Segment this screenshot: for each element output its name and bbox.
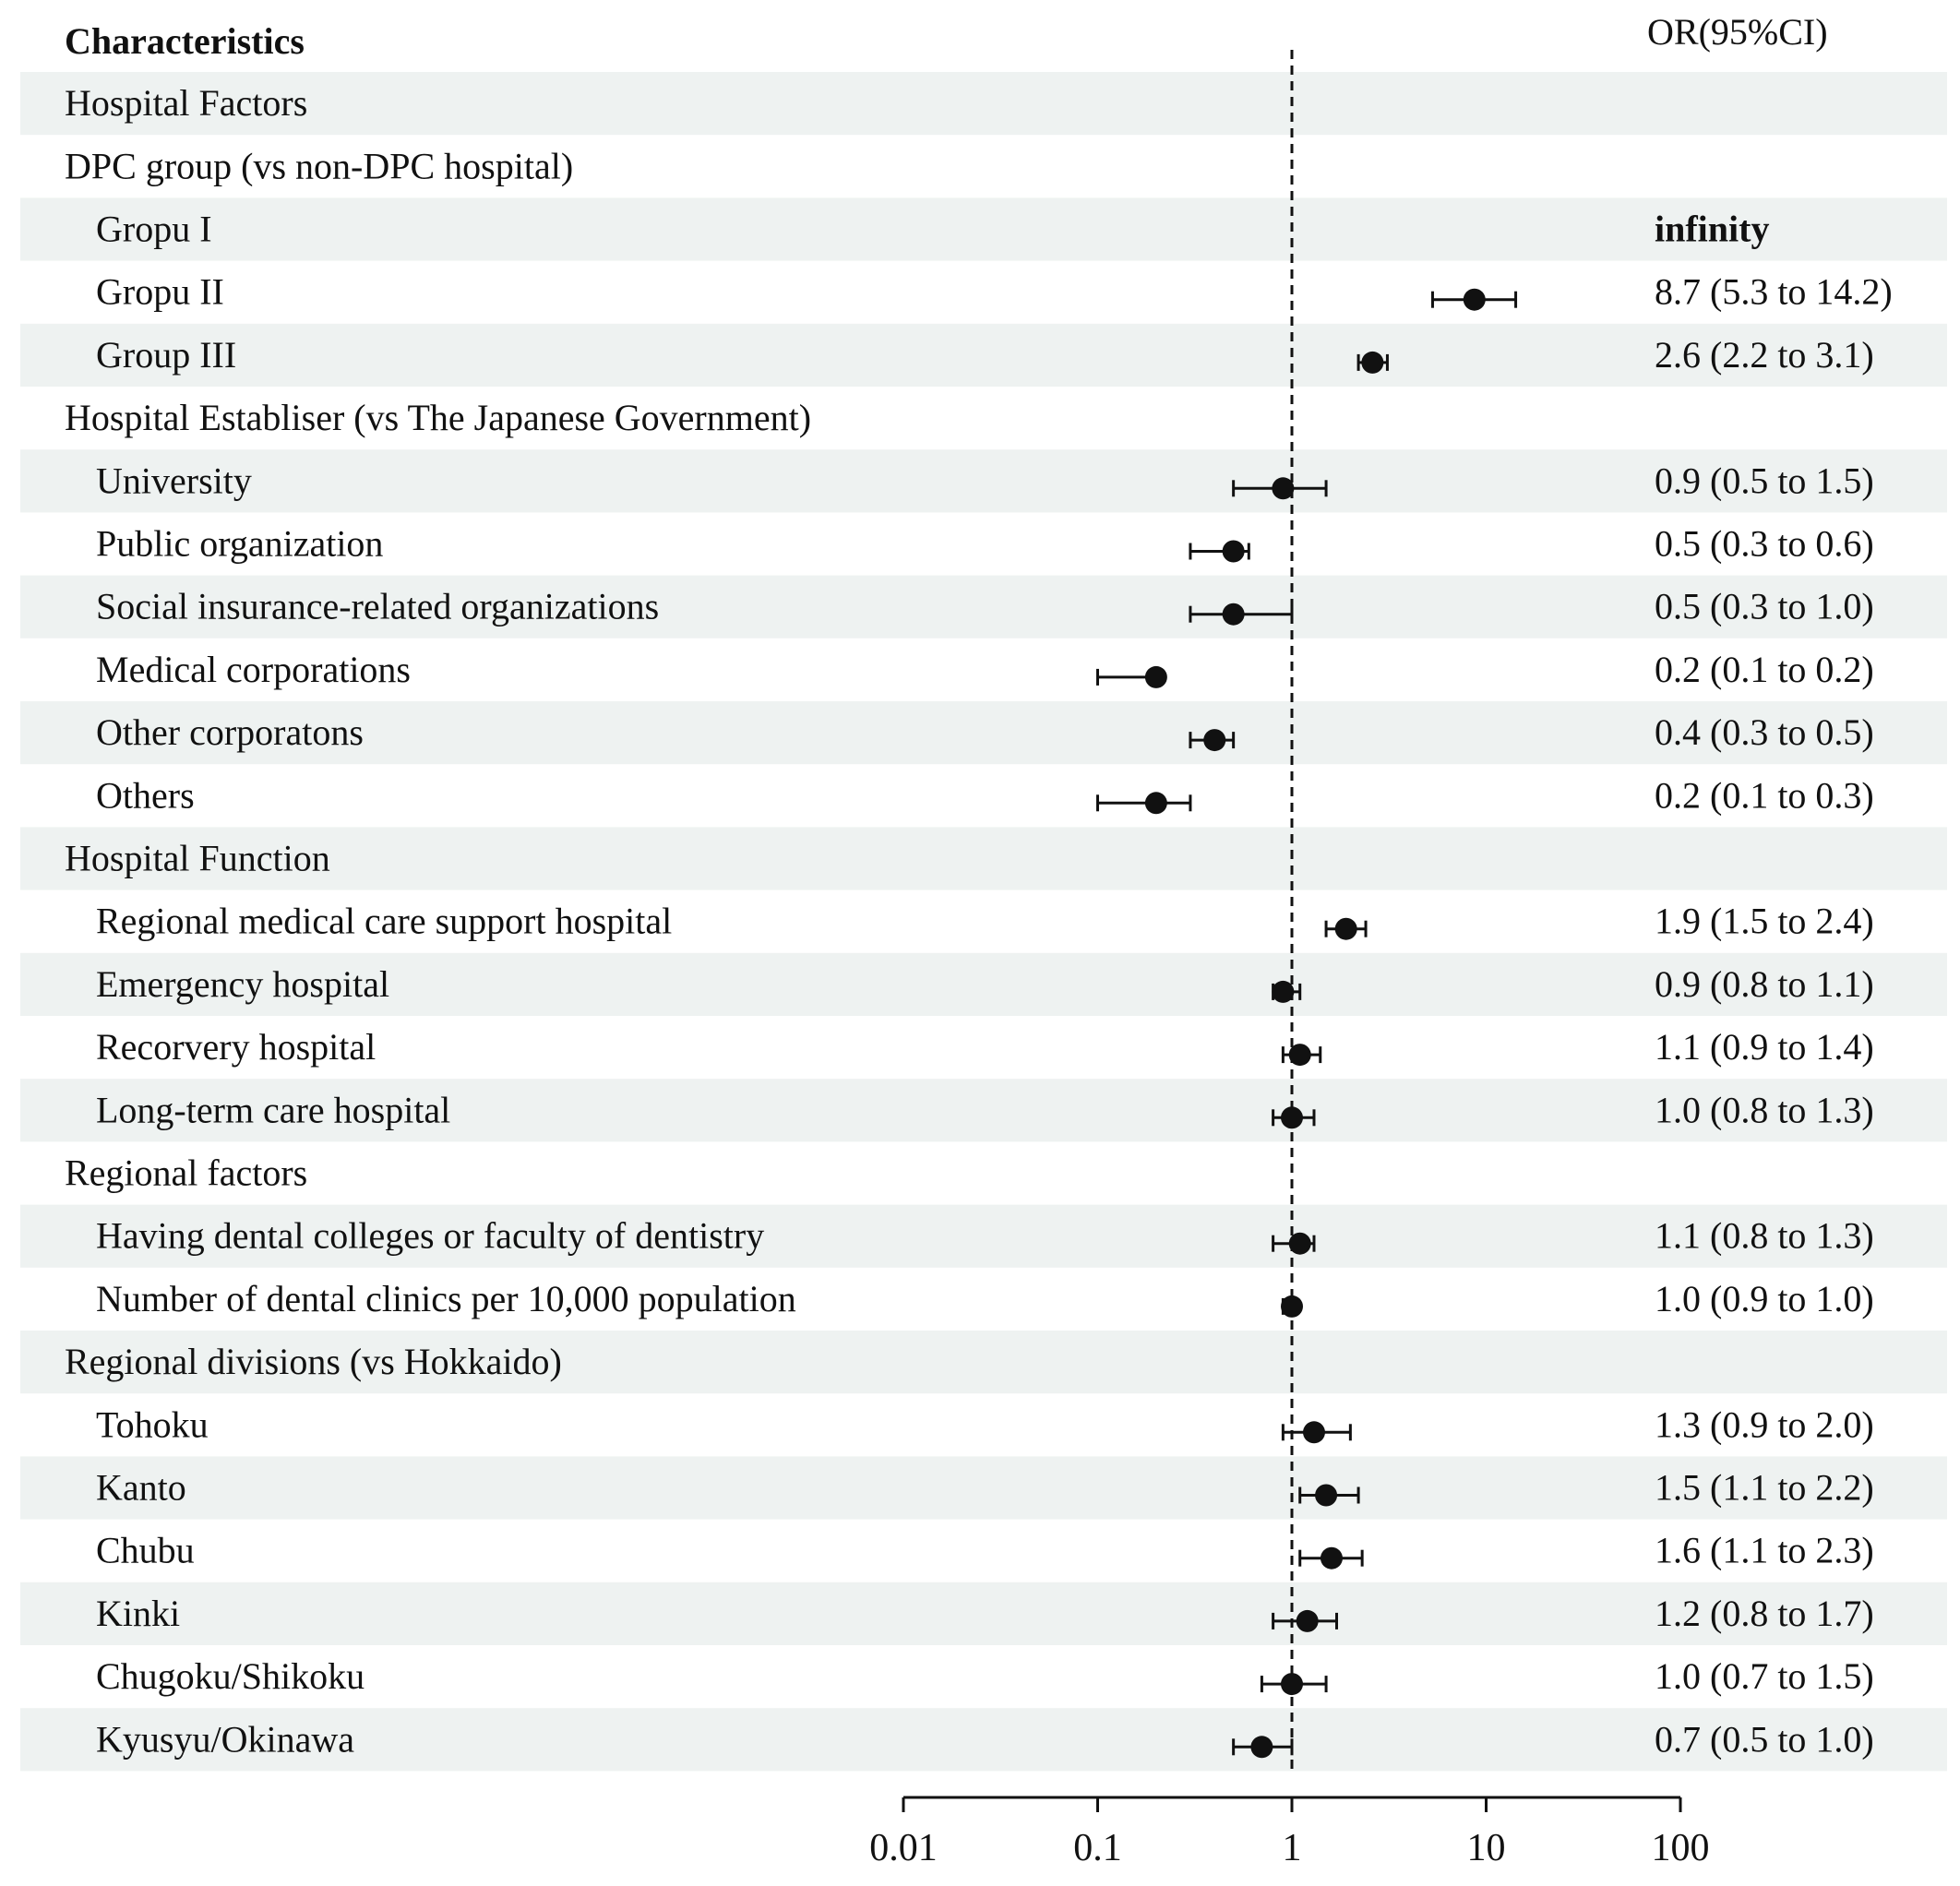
x-tick-label: 10 [1467, 1827, 1506, 1869]
row-label: Having dental colleges or faculty of den… [96, 1215, 764, 1257]
group-label: DPC group (vs non-DPC hospital) [65, 145, 573, 186]
group-label: Regional divisions (vs Hokkaido) [65, 1341, 562, 1382]
row-label: Number of dental clinics per 10,000 popu… [96, 1278, 796, 1319]
or-point [1272, 980, 1295, 1003]
x-tick-label: 0.1 [1073, 1827, 1122, 1869]
row-label: Chubu [96, 1530, 195, 1571]
row-label: Regional medical care support hospital [96, 901, 672, 942]
row-band [20, 449, 1947, 513]
row-label: Group III [96, 334, 236, 376]
or-point [1144, 792, 1167, 815]
row-label: Long-term care hospital [96, 1089, 450, 1130]
row-band [20, 1079, 1947, 1142]
row-label: Kinki [96, 1593, 180, 1634]
row-band [20, 1331, 1947, 1394]
or-ci-value: 1.5 (1.1 to 2.2) [1655, 1467, 1874, 1509]
estimate-marks [1096, 288, 1518, 1759]
or-values: infinity 8.7 (5.3 to 14.2) 2.6 (2.2 to 3.1… [1655, 209, 1893, 1761]
or-point [1272, 477, 1295, 500]
row-band [20, 1708, 1947, 1772]
or-ci-value: 0.9 (0.5 to 1.5) [1655, 460, 1874, 501]
characteristics-header: Characteristics [65, 20, 305, 62]
or-ci-value: 0.7 (0.5 to 1.0) [1655, 1718, 1874, 1760]
row-label: Others [96, 774, 195, 816]
group-label: Regional factors [65, 1152, 307, 1194]
or-ci-value: 1.0 (0.7 to 1.5) [1655, 1655, 1874, 1697]
or-point [1463, 288, 1486, 311]
row-label: Recorvery hospital [96, 1026, 376, 1068]
row-label: Emergency hospital [96, 963, 389, 1005]
or-ci-header: OR(95%CI) [1647, 11, 1828, 53]
or-point [1288, 1044, 1311, 1067]
or-point [1250, 1736, 1273, 1759]
row-band [20, 1204, 1947, 1268]
or-ci-value: 8.7 (5.3 to 14.2) [1655, 271, 1893, 313]
row-band [20, 72, 1947, 136]
row-label: Other corporatons [96, 711, 364, 753]
or-point [1203, 729, 1226, 752]
or-ci-value: 1.3 (0.9 to 2.0) [1655, 1403, 1874, 1445]
x-tick-label: 1 [1283, 1827, 1302, 1869]
or-point [1361, 351, 1384, 374]
row-band [20, 323, 1947, 387]
or-point [1144, 665, 1167, 688]
or-ci-value: 1.2 (0.8 to 1.7) [1655, 1593, 1874, 1634]
or-ci-value: 1.1 (0.8 to 1.3) [1655, 1215, 1874, 1257]
or-ci-value: 0.2 (0.1 to 0.2) [1655, 649, 1874, 690]
or-point [1222, 540, 1245, 563]
row-label: Kanto [96, 1467, 186, 1509]
x-axis: 0.01 0.1 1 10 100 [869, 1796, 1710, 1869]
or-ci-value: infinity [1655, 209, 1769, 250]
or-ci-value: 1.0 (0.9 to 1.0) [1655, 1278, 1874, 1319]
row-label: Gropu I [96, 209, 212, 250]
or-point [1281, 1673, 1303, 1696]
row-band [20, 952, 1947, 1016]
row-label: Public organization [96, 523, 383, 565]
row-bands [20, 72, 1947, 1772]
or-point [1222, 603, 1245, 626]
group-label: Hospital Factors [65, 82, 307, 124]
row-label: Kyusyu/Okinawa [96, 1718, 354, 1760]
row-band [20, 701, 1947, 765]
row-band [20, 575, 1947, 639]
group-label: Hospital Function [65, 838, 330, 879]
x-tick-label: 100 [1652, 1827, 1710, 1869]
row-label: Medical corporations [96, 649, 411, 690]
row-band [20, 1456, 1947, 1520]
or-ci-value: 1.1 (0.9 to 1.4) [1655, 1026, 1874, 1068]
or-ci-value: 0.2 (0.1 to 0.3) [1655, 774, 1874, 816]
or-point [1302, 1421, 1325, 1444]
or-point [1315, 1484, 1338, 1507]
or-ci-value: 1.9 (1.5 to 2.4) [1655, 901, 1874, 942]
row-band [20, 1582, 1947, 1645]
row-label: Social insurance-related organizations [96, 586, 659, 627]
or-point [1288, 1232, 1311, 1255]
or-point [1281, 1106, 1303, 1129]
row-labels: Hospital Factors DPC group (vs non-DPC ho… [65, 82, 811, 1760]
or-ci-value: 0.4 (0.3 to 0.5) [1655, 711, 1874, 753]
or-point [1281, 1295, 1303, 1318]
or-ci-value: 2.6 (2.2 to 3.1) [1655, 334, 1874, 376]
row-label: Chugoku/Shikoku [96, 1655, 365, 1697]
row-label: Tohoku [96, 1403, 209, 1445]
or-ci-value: 1.0 (0.8 to 1.3) [1655, 1089, 1874, 1130]
or-point [1296, 1609, 1319, 1632]
or-ci-value: 0.5 (0.3 to 1.0) [1655, 586, 1874, 627]
row-label: University [96, 460, 252, 501]
row-band [20, 197, 1947, 261]
or-ci-value: 0.9 (0.8 to 1.1) [1655, 963, 1874, 1005]
or-point [1320, 1546, 1343, 1570]
group-label: Hospital Establiser (vs The Japanese Gov… [65, 397, 811, 438]
or-ci-value: 1.6 (1.1 to 2.3) [1655, 1530, 1874, 1571]
or-ci-value: 0.5 (0.3 to 0.6) [1655, 523, 1874, 565]
row-label: Gropu II [96, 271, 224, 313]
or-point [1334, 917, 1357, 940]
x-tick-label: 0.01 [869, 1827, 938, 1869]
row-band [20, 827, 1947, 890]
